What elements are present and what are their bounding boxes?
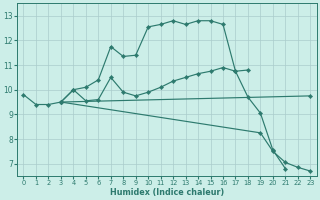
X-axis label: Humidex (Indice chaleur): Humidex (Indice chaleur) (110, 188, 224, 197)
